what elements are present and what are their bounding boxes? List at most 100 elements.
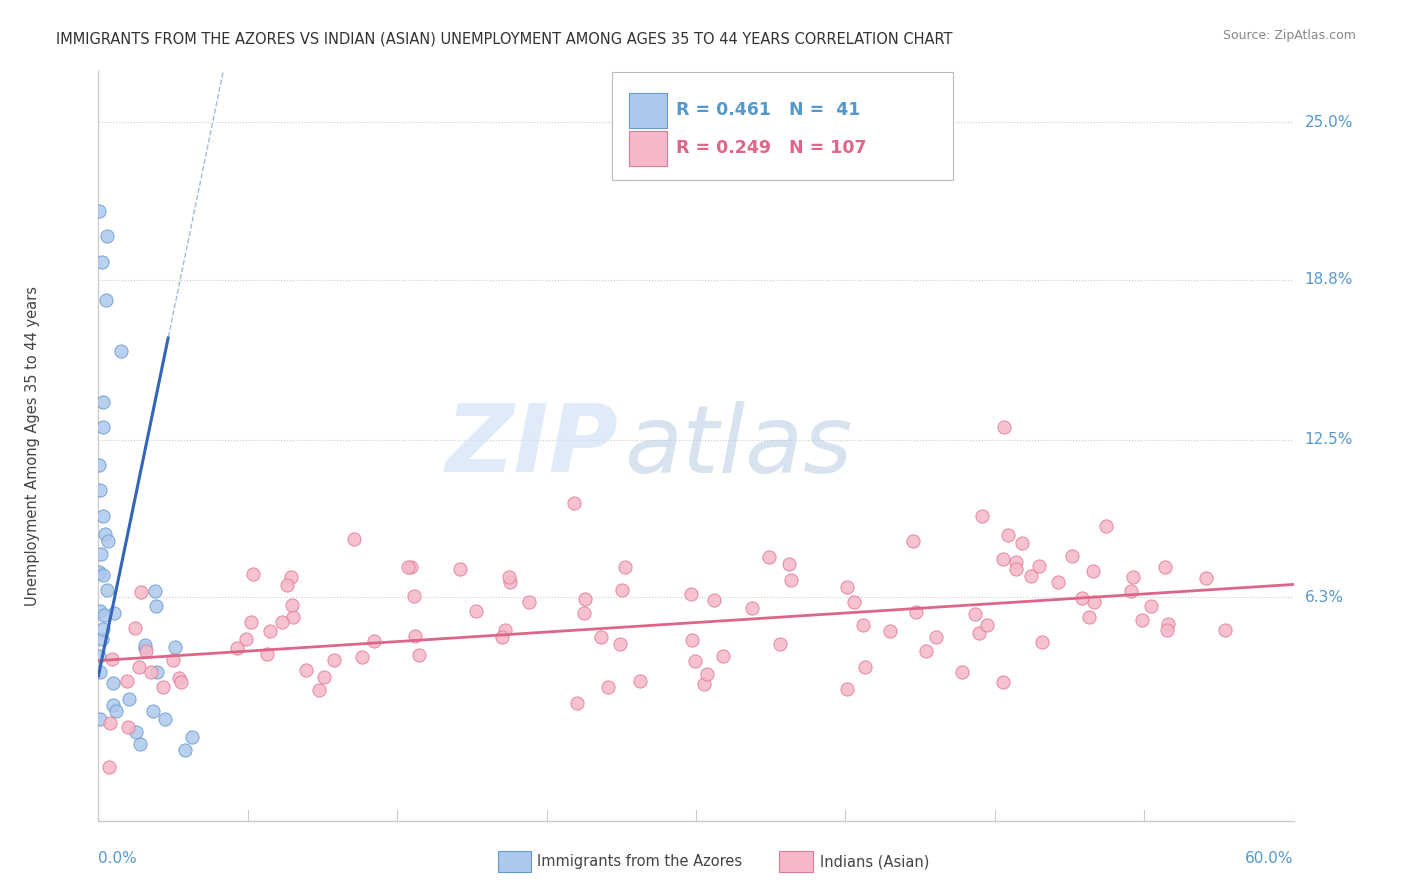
Point [1081,564,1104,578]
Point [574,591,596,606]
Point [134,641,156,656]
Point [145,599,167,613]
Point [155,712,177,726]
Point [91,508,114,523]
Point [94,526,117,541]
Point [143,583,166,598]
Point [778,558,800,572]
Text: atlas: atlas [624,401,852,491]
FancyBboxPatch shape [628,93,668,128]
Point [589,630,612,644]
Point [105,704,128,718]
Point [682,633,704,648]
Point [167,671,190,685]
Point [350,649,373,664]
Point [256,647,278,661]
Text: R = 0.461   N =  41: R = 0.461 N = 41 [676,102,860,120]
Point [90,255,112,269]
Point [146,665,169,679]
Point [96,582,118,597]
Point [903,534,925,549]
Point [494,623,516,637]
Point [89,712,111,726]
Point [1095,518,1118,533]
Point [101,676,124,690]
Point [612,582,634,597]
Point [1011,536,1033,550]
Text: Unemployment Among Ages 35 to 44 years: Unemployment Among Ages 35 to 44 years [25,286,41,606]
Point [993,420,1015,434]
Point [162,653,184,667]
FancyBboxPatch shape [613,71,953,180]
Text: ZIP: ZIP [446,400,619,492]
Point [101,652,124,666]
Point [129,585,152,599]
Point [997,528,1019,542]
Point [87,204,110,219]
Point [101,698,124,712]
Point [562,496,585,510]
Point [125,724,148,739]
Point [404,629,426,643]
Point [399,560,422,574]
Point [1047,574,1070,589]
Point [402,589,425,603]
Point [741,601,763,615]
Point [97,534,120,549]
Point [993,552,1015,566]
Point [87,458,110,472]
Point [967,626,990,640]
Text: Source: ZipAtlas.com: Source: ZipAtlas.com [1223,29,1357,42]
Point [180,730,202,744]
Point [1028,558,1050,573]
Point [976,618,998,632]
Point [1215,623,1237,637]
Point [1071,591,1094,606]
Point [758,549,780,564]
Point [950,665,973,680]
Point [363,633,385,648]
Point [281,598,304,612]
Point [925,631,948,645]
Point [914,644,936,658]
Point [94,293,117,307]
Point [91,568,114,582]
Point [1153,560,1175,574]
Text: IMMIGRANTS FROM THE AZORES VS INDIAN (ASIAN) UNEMPLOYMENT AMONG AGES 35 TO 44 YE: IMMIGRANTS FROM THE AZORES VS INDIAN (AS… [56,31,953,46]
Point [1139,599,1161,613]
Text: Indians (Asian): Indians (Asian) [820,855,929,869]
Point [963,607,986,621]
Point [91,622,114,636]
Point [91,394,114,409]
Text: 6.3%: 6.3% [1305,590,1344,605]
Point [1130,613,1153,627]
Point [87,566,110,581]
Point [842,595,865,609]
Point [276,578,298,592]
Text: 18.8%: 18.8% [1305,272,1353,287]
Point [91,420,114,434]
Point [235,632,257,647]
Point [135,644,157,658]
Point [574,607,596,621]
Point [1031,634,1053,648]
Point [323,653,346,667]
FancyBboxPatch shape [628,130,668,166]
Point [118,692,141,706]
Point [226,640,249,655]
Point [408,648,430,662]
Point [308,683,330,698]
Point [614,559,637,574]
Point [517,595,540,609]
Point [89,565,111,579]
Point [295,664,318,678]
Point [852,618,875,632]
Point [498,569,520,583]
Point [142,705,165,719]
Point [97,760,120,774]
Point [972,508,994,523]
Point [565,696,588,710]
Point [991,674,1014,689]
Point [93,607,115,622]
Point [396,560,419,574]
